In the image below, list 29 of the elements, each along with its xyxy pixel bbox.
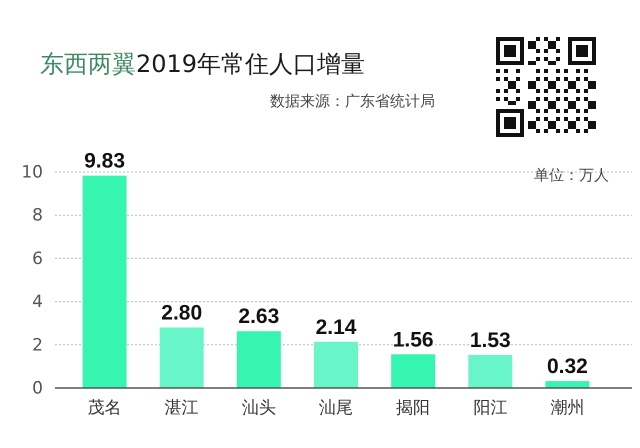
x-tick-label: 揭阳	[396, 398, 430, 418]
bar	[468, 354, 512, 388]
y-tick-label: 6	[32, 248, 43, 269]
bar	[160, 328, 204, 388]
x-tick-label: 汕头	[242, 398, 276, 418]
data-label: 1.56	[392, 328, 434, 352]
bar	[314, 342, 358, 388]
y-tick-label: 4	[32, 292, 43, 312]
chart-title: 东西两翼2019年常住人口增量	[40, 50, 366, 78]
y-tick-label: 2	[32, 335, 43, 356]
data-label: 2.14	[316, 316, 357, 339]
x-tick-label: 茂名	[88, 398, 122, 418]
bar	[545, 381, 590, 388]
data-label: 1.53	[470, 328, 511, 352]
bar	[236, 331, 281, 388]
data-label: 2.80	[161, 302, 202, 325]
x-tick-label: 潮州	[550, 398, 584, 418]
bar	[82, 176, 127, 388]
x-tick-label: 湛江	[164, 398, 199, 418]
y-tick-label: 10	[21, 162, 43, 182]
y-tick-label: 8	[32, 206, 43, 226]
bar	[391, 354, 436, 388]
x-tick-label: 阳江	[473, 398, 508, 418]
x-tick-label: 汕尾	[319, 398, 353, 418]
data-label: 2.63	[238, 305, 280, 328]
data-label: 0.32	[546, 355, 588, 378]
data-label: 9.83	[84, 150, 126, 173]
source-note: 数据来源：广东省统计局	[270, 92, 435, 110]
y-tick-label: 0	[32, 378, 43, 398]
